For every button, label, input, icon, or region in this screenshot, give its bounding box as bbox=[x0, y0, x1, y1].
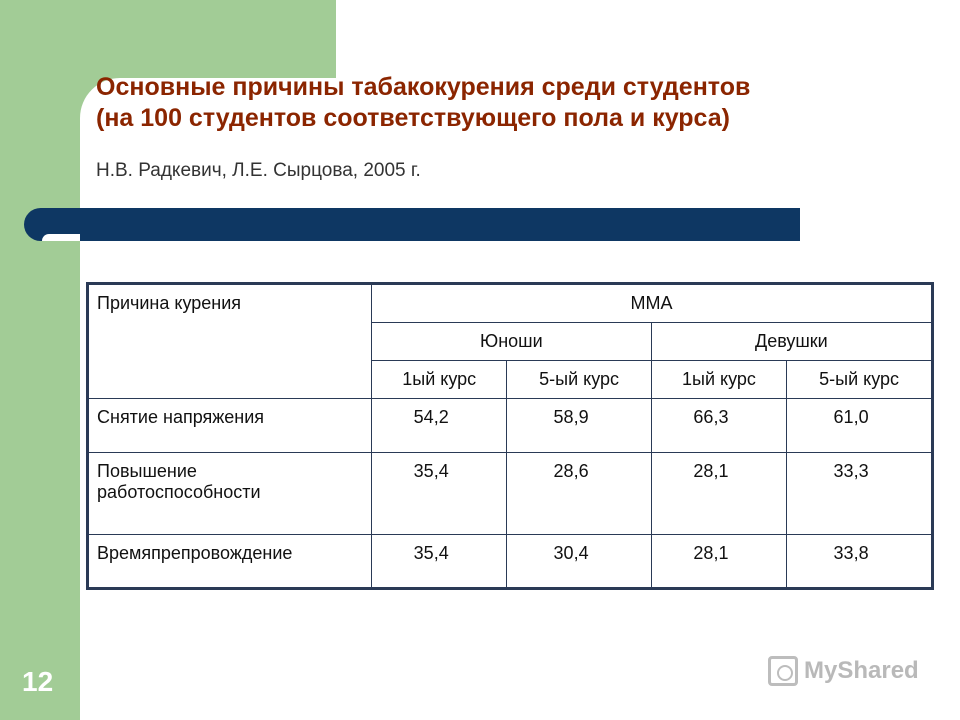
table-header-row: Юноши Девушки bbox=[88, 322, 934, 361]
table-header-row: 1ый курс 5-ый курс 1ый курс 5-ый курс bbox=[88, 360, 933, 399]
row-value: 54,2 bbox=[370, 398, 508, 453]
row-value: 35,4 bbox=[370, 534, 508, 589]
smoking-reasons-table: Причина курения ММА Юноши Девушки 1ый ку… bbox=[86, 282, 934, 590]
myshared-logo-icon bbox=[768, 656, 798, 686]
navy-bar-notch bbox=[42, 234, 80, 241]
row-value: 33,8 bbox=[786, 534, 933, 589]
left-green-band bbox=[0, 0, 80, 720]
row-value: 58,9 bbox=[506, 398, 652, 453]
header-course: 5-ый курс bbox=[506, 360, 652, 399]
header-group: ММА bbox=[371, 283, 933, 323]
slide-title: Основные причины табакокурения среди сту… bbox=[96, 72, 946, 134]
watermark-text: MyShared bbox=[804, 657, 919, 684]
slide-title-line-2: (на 100 студентов соответствующего пола … bbox=[96, 104, 730, 132]
row-label: Времяпрепровождение bbox=[87, 534, 372, 589]
top-green-band bbox=[80, 0, 336, 78]
slide-subtitle: Н.В. Радкевич, Л.Е. Сырцова, 2005 г. bbox=[96, 160, 421, 181]
header-course: 1ый курс bbox=[650, 360, 788, 399]
header-gender-female: Девушки bbox=[650, 322, 934, 361]
row-value: 35,4 bbox=[370, 452, 508, 535]
row-label: Снятие напряжения bbox=[87, 398, 372, 453]
table-row: Повышение работоспособности 35,4 28,6 28… bbox=[87, 452, 933, 535]
watermark: MyShared bbox=[768, 656, 919, 686]
slide-number: 12 bbox=[22, 666, 54, 697]
row-value: 28,1 bbox=[650, 534, 788, 589]
row-value: 28,6 bbox=[506, 452, 652, 535]
header-gender-male: Юноши bbox=[371, 322, 652, 361]
row-value: 28,1 bbox=[650, 452, 788, 535]
header-reason: Причина курения bbox=[87, 283, 372, 399]
header-course: 1ый курс bbox=[370, 360, 508, 399]
row-value: 66,3 bbox=[650, 398, 788, 453]
header-course: 5-ый курс bbox=[786, 360, 933, 399]
slide-title-line-1: Основные причины табакокурения среди сту… bbox=[96, 73, 751, 101]
row-value: 33,3 bbox=[786, 452, 933, 535]
table-row: Снятие напряжения 54,2 58,9 66,3 61,0 bbox=[87, 398, 933, 453]
row-value: 61,0 bbox=[786, 398, 933, 453]
navy-divider-bar bbox=[24, 208, 800, 241]
table-header-row: Причина курения ММА bbox=[87, 283, 933, 399]
table-row: Времяпрепровождение 35,4 30,4 28,1 33,8 bbox=[87, 534, 933, 589]
row-label: Повышение работоспособности bbox=[87, 452, 372, 535]
row-value: 30,4 bbox=[506, 534, 652, 589]
